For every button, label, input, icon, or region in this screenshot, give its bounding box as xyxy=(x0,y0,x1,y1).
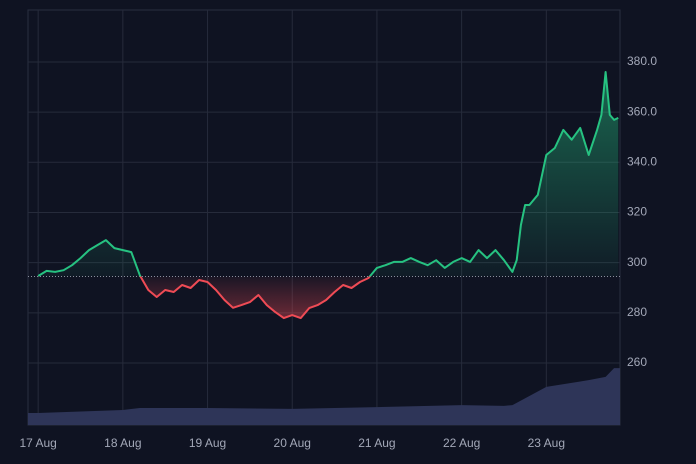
x-tick-label: 19 Aug xyxy=(189,436,226,450)
x-tick-label: 18 Aug xyxy=(104,436,141,450)
price-line xyxy=(37,71,619,320)
y-tick-label: 260 xyxy=(627,355,647,369)
x-tick-label: 21 Aug xyxy=(358,436,395,450)
x-tick-label: 22 Aug xyxy=(443,436,480,450)
y-tick-label: 300 xyxy=(627,255,647,269)
volume-area xyxy=(28,368,620,425)
x-tick-label: 20 Aug xyxy=(274,436,311,450)
y-tick-label: 360.0 xyxy=(627,104,657,118)
y-tick-label: 320 xyxy=(627,205,647,219)
y-tick-label: 380.0 xyxy=(627,54,657,68)
x-tick-label: 17 Aug xyxy=(19,436,56,450)
y-tick-label: 340.0 xyxy=(627,154,657,168)
baseline-area xyxy=(38,72,619,319)
x-tick-label: 23 Aug xyxy=(528,436,565,450)
y-tick-label: 280 xyxy=(627,305,647,319)
